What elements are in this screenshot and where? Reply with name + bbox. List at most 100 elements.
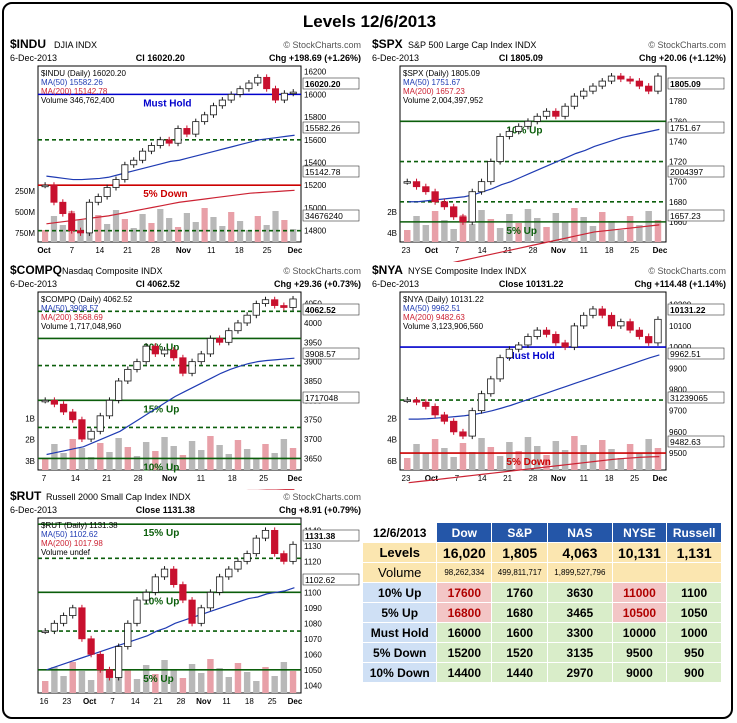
candle-body <box>515 125 523 132</box>
table-cell: 9000 <box>611 662 668 683</box>
volume-bar <box>543 227 550 242</box>
volume-tick-label: 500M <box>15 208 35 217</box>
candle-body <box>261 299 270 305</box>
candle-body <box>227 93 235 101</box>
x-tick-label: 7 <box>110 697 115 706</box>
level-label: 15% Up <box>143 404 179 415</box>
table-cell <box>611 562 668 583</box>
chart-close: Cl 4062.52 <box>136 279 180 289</box>
x-tick-label: 25 <box>259 474 268 483</box>
legend-entry: MA(200) 1657.23 <box>403 87 465 96</box>
candle-body <box>151 576 159 593</box>
volume-bar <box>413 444 420 470</box>
chart-close: Close 1131.38 <box>136 505 195 515</box>
y-tick-label: 3750 <box>304 416 322 425</box>
row-label: Levels <box>361 542 438 563</box>
legend-entry: $INDU (Daily) 16020.20 <box>41 69 126 78</box>
y-tick-label: 3700 <box>304 435 322 444</box>
y-tick-label: 9600 <box>669 428 687 437</box>
volume-bar <box>133 679 141 693</box>
table-cell: 1050 <box>666 602 722 623</box>
volume-bar <box>207 659 214 693</box>
candle-body <box>487 378 495 395</box>
volume-bar <box>431 439 439 470</box>
level-label: 5% Up <box>506 226 537 237</box>
table-cell: 9500 <box>611 642 668 663</box>
candle-body <box>542 110 551 117</box>
y-tick-label: 3950 <box>304 338 322 347</box>
y-tick-label: 4000 <box>304 319 322 328</box>
y-tick-label: 1720 <box>669 158 687 167</box>
candle-body <box>77 230 85 234</box>
candle-body <box>78 419 86 440</box>
chart-change: Chg +8.91 (+0.79%) <box>279 505 361 515</box>
plot-area <box>399 65 667 243</box>
candle-body <box>570 95 579 107</box>
volume-bar <box>97 666 104 693</box>
y-tick-label: 16200 <box>304 68 327 77</box>
table-header-cell: Russell <box>666 522 722 543</box>
volume-bar <box>561 222 569 242</box>
value-box-label: 9962.51 <box>670 349 701 359</box>
volume-bar <box>496 228 504 242</box>
volume-bar <box>225 677 232 693</box>
table-header-row: 12/6/2013 Dow S&P NAS NYSE Russell <box>361 522 722 543</box>
candle-body <box>626 78 634 82</box>
legend-entry: MA(50) 1751.67 <box>403 78 461 87</box>
y-tick-label: 1040 <box>304 681 322 690</box>
volume-bar <box>534 446 541 470</box>
volume-bar <box>236 221 244 242</box>
volume-bar <box>404 458 411 470</box>
x-tick-label: 14 <box>95 246 104 255</box>
x-tick-label: 25 <box>263 246 272 255</box>
x-tick-label: 28 <box>529 246 538 255</box>
candle-body <box>552 110 560 117</box>
volume-bar <box>161 660 168 693</box>
watermark-text: © StockCharts.com <box>283 40 361 50</box>
volume-bar <box>534 218 541 242</box>
chart-name: DJIA INDX <box>54 40 97 50</box>
value-box <box>667 303 725 316</box>
y-tick-label: 1660 <box>669 218 687 227</box>
value-box <box>667 209 725 222</box>
volume-bar <box>262 444 269 470</box>
candle-body <box>468 410 476 437</box>
candle-body <box>59 615 68 624</box>
candle-body <box>183 128 191 135</box>
table-row: Levels 16,020 1,805 4,063 10,131 1,131 <box>361 542 722 563</box>
value-box-label: 1657.23 <box>670 211 701 221</box>
volume-bar <box>272 211 279 242</box>
volume-tick-label: 3B <box>25 457 35 466</box>
chart-symbol: $SPX <box>372 37 403 51</box>
volume-bar <box>174 227 182 242</box>
y-tick-label: 1100 <box>304 588 322 597</box>
volume-tick-label: 2B <box>387 414 397 423</box>
volume-bar <box>188 664 196 693</box>
candle-body <box>580 90 588 97</box>
volume-bar <box>179 455 187 470</box>
candle-body <box>561 342 569 348</box>
volume-bar <box>450 229 457 242</box>
x-tick-label: Nov <box>551 246 567 255</box>
legend-entry: MA(200) 15142.78 <box>41 87 108 96</box>
candle-body <box>41 184 49 188</box>
volume-bar <box>87 680 95 693</box>
value-box-label: 1717048 <box>305 393 338 403</box>
value-box-label: 10131.22 <box>670 305 706 315</box>
volume-bar <box>234 663 242 693</box>
candle-body <box>440 201 449 208</box>
candle-body <box>422 401 430 407</box>
volume-bar <box>626 444 634 470</box>
candle-body <box>133 361 141 370</box>
candle-body <box>607 75 616 82</box>
volume-bar <box>469 224 476 242</box>
candle-body <box>69 607 77 616</box>
candle-body <box>133 599 141 624</box>
volume-bar <box>201 208 208 242</box>
volume-bar <box>87 457 95 470</box>
candle-body <box>215 338 224 343</box>
candle-body <box>50 399 59 405</box>
level-label: 5% Down <box>143 189 187 200</box>
chart-name: Russell 2000 Small Cap Index INDX <box>46 492 191 502</box>
volume-tick-label: 2B <box>387 208 397 217</box>
